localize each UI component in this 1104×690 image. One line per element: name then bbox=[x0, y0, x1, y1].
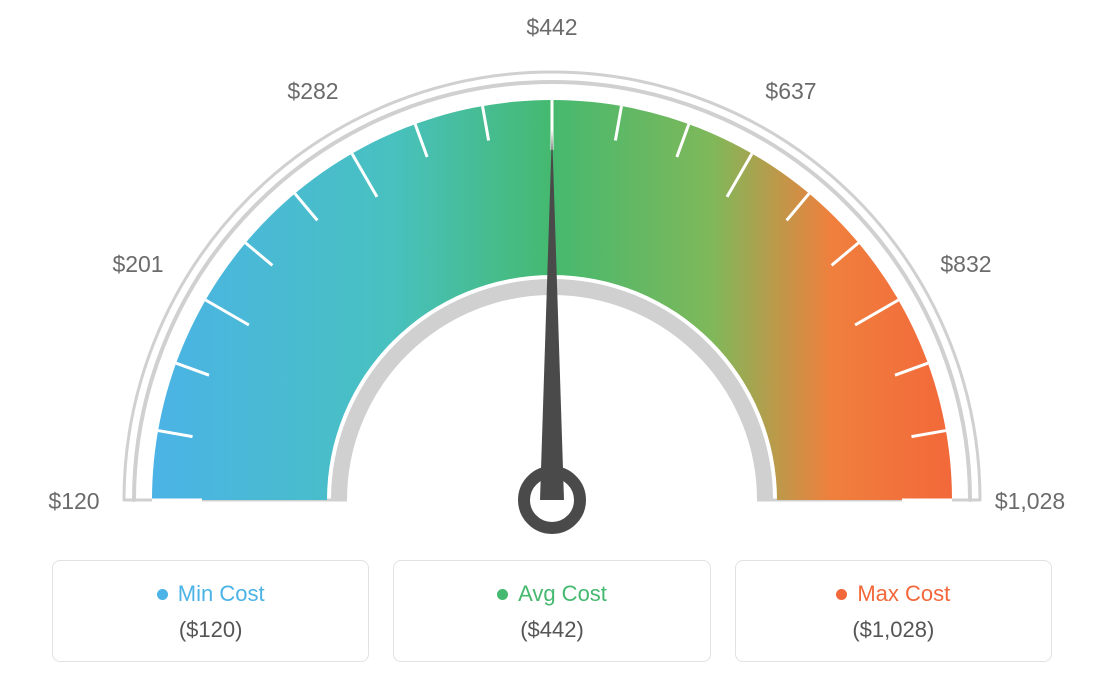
gauge-tick-label: $120 bbox=[34, 488, 114, 515]
gauge-tick-label: $282 bbox=[273, 78, 353, 105]
gauge-svg bbox=[52, 40, 1052, 570]
legend-row: Min Cost ($120) Avg Cost ($442) Max Cost… bbox=[52, 560, 1052, 662]
legend-title-min: Min Cost bbox=[157, 581, 265, 607]
legend-dot-max bbox=[836, 589, 847, 600]
legend-title-max: Max Cost bbox=[836, 581, 950, 607]
legend-dot-min bbox=[157, 589, 168, 600]
legend-label-avg: Avg Cost bbox=[518, 581, 607, 607]
legend-label-min: Min Cost bbox=[178, 581, 265, 607]
gauge-tick-label: $201 bbox=[98, 251, 178, 278]
legend-value-avg: ($442) bbox=[404, 617, 699, 643]
legend-value-min: ($120) bbox=[63, 617, 358, 643]
legend-label-max: Max Cost bbox=[857, 581, 950, 607]
legend-value-max: ($1,028) bbox=[746, 617, 1041, 643]
gauge-area: $120$201$282$442$637$832$1,028 bbox=[52, 20, 1052, 540]
gauge-tick-label: $1,028 bbox=[990, 488, 1070, 515]
gauge-tick-label: $832 bbox=[926, 251, 1006, 278]
gauge-chart-container: $120 $201 $282 $442 $637 $832 $1,028 Min Cost … bbox=[0, 0, 1104, 690]
legend-card-min: Min Cost ($120) bbox=[52, 560, 369, 662]
gauge-tick-label: $442 bbox=[512, 14, 592, 41]
legend-card-avg: Avg Cost ($442) bbox=[393, 560, 710, 662]
legend-title-avg: Avg Cost bbox=[497, 581, 607, 607]
gauge-tick-label: $637 bbox=[751, 78, 831, 105]
legend-card-max: Max Cost ($1,028) bbox=[735, 560, 1052, 662]
legend-dot-avg bbox=[497, 589, 508, 600]
